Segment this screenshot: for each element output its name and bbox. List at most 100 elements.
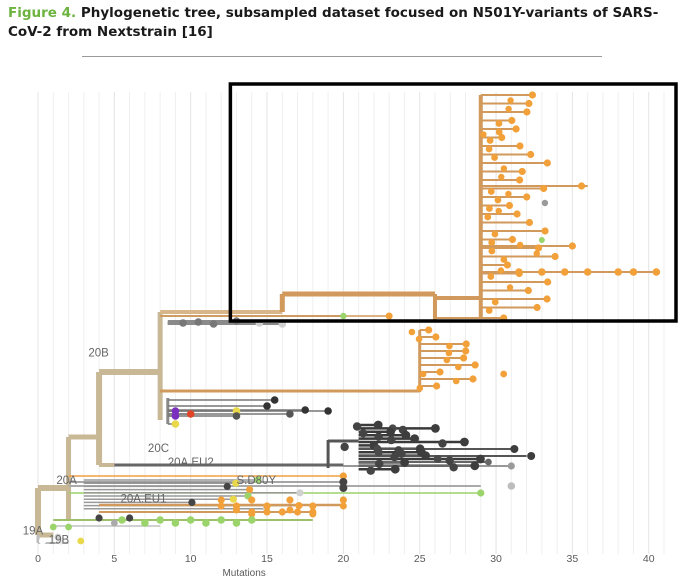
tree-tip [400,458,409,467]
tree-tip [232,479,240,487]
tree-tip [390,464,400,474]
tree-tip [443,356,451,364]
tree-tip [339,496,347,504]
tree-tip [568,242,576,250]
tree-tip [486,137,494,144]
tree-tip [309,502,317,510]
tree-tip [340,442,349,452]
x-axis-ticks: 0 5 10 15 20 25 30 35 40 [35,553,655,565]
tree-tip [247,516,256,524]
tree-tip [516,241,524,249]
tree-tip [339,472,347,480]
tree-tip [614,268,622,276]
tree-tip [126,514,134,522]
clade-label: 20B [88,347,109,359]
tree-tip [49,523,57,531]
tree-tip [232,506,240,514]
tree-tip [487,188,495,195]
tree-tip [286,506,294,514]
tree-tip [77,537,85,545]
tree-tip [523,193,531,201]
tree-tips [38,91,661,545]
tree-tip [491,298,499,306]
x-tick-label: 0 [35,553,41,565]
figure-title: Phylogenetic tree, subsampled dataset fo… [8,5,659,40]
tree-tip [485,307,493,314]
tree-tip [293,508,302,516]
tree-tip [488,247,496,255]
tree-tip [541,227,549,235]
tree-tip [527,452,536,460]
tree-tip [551,252,559,261]
clade-label: 19A [23,525,44,537]
tree-tip [366,466,375,475]
tree-tip [652,268,661,276]
tree-tip [387,435,396,445]
tree-tip [263,502,271,510]
tree-tip [433,382,441,390]
tree-tip [339,502,347,510]
highlight-box [228,82,678,323]
tree-tip [171,412,180,420]
x-axis-title: Mutations [222,568,265,579]
tree-tip [248,496,256,504]
tree-tip [534,244,543,252]
tree-tip [560,268,569,276]
tree-tip [65,523,72,531]
tree-tip [445,456,454,465]
tree-tip [295,502,303,510]
tree-tip [469,375,477,383]
tree-tip [296,489,304,497]
tree-tip [301,406,309,414]
tree-tip [415,335,423,343]
tree-tip [309,508,317,516]
tree-tip [500,370,508,378]
tree-tip [452,377,460,385]
tree-tip [503,261,511,269]
tree-tip [512,125,520,133]
clade-label: 20A [56,475,77,487]
tree-tip [533,303,541,312]
tree-tip [229,495,237,503]
clade-label: 20A.EU2 [168,457,214,469]
tree-tip [488,239,496,246]
tree-tip [374,448,383,457]
tree-tip [462,347,470,355]
tree-tip [500,256,508,263]
tree-tip [438,439,447,448]
clade-label: 19B [49,534,70,546]
clade-label: S.D80Y [236,475,276,487]
tree-tip [401,430,411,440]
tree-tip [508,116,516,125]
tree-tip [436,368,444,376]
figure-label: Figure 4. [8,5,77,21]
tree-tip [209,320,218,328]
tree-tip [495,207,502,215]
tree-tip [179,319,187,327]
tree-tip [460,437,469,447]
tree-tip [246,486,254,494]
tree-tip [217,496,225,504]
tree-tip [495,120,503,127]
tree-tip [513,210,521,218]
tree-tip [217,516,226,524]
tree-tip [54,533,62,541]
tree-tip [248,508,256,516]
tree-tip [223,482,231,490]
tree-tip [385,312,393,320]
tree-tip [232,412,241,420]
tree-tip [375,459,384,469]
tree-tip [455,363,462,371]
tree-tip [419,370,427,378]
tree-tip [171,519,180,527]
tree-tip [431,424,440,433]
tree-tip [508,235,517,244]
tree-tip [523,108,531,116]
x-tick-label: 15 [261,553,273,565]
tree-tip [433,455,442,463]
highlight-box-group [228,82,678,323]
tree-tip [286,410,294,418]
tree-tip [202,519,210,527]
tree-tip [421,451,430,460]
